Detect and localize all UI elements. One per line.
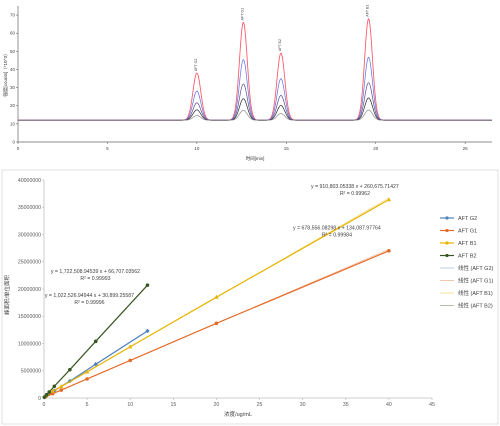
calibration-y-tick-label: 30000000 (18, 232, 41, 238)
calibration-x-label: 浓度/ug/mL (224, 410, 252, 418)
calibration-point (93, 339, 98, 344)
calibration-equation: y = 910,803.05338 x + 260,675.71427 (311, 184, 399, 190)
calibration-y-tick-label: 35000000 (18, 205, 41, 211)
legend-trend-label: 线性 (AFT G2) (458, 264, 494, 272)
legend-trend-label: 线性 (AFT G1) (458, 277, 494, 285)
chromatogram-y-tick-label: 60 (10, 31, 16, 36)
chromatogram-y-tick-label: 30 (10, 85, 16, 90)
legend-marker (445, 241, 449, 245)
chromatogram-y-tick-label: 70 (10, 13, 16, 18)
calibration-point (387, 249, 391, 253)
chromatogram-x-tick-label: 20 (373, 146, 379, 151)
chromatogram-y-tick-label: 0 (12, 140, 15, 145)
calibration-x-tick-label: 35 (343, 402, 349, 408)
calibration-x-tick-label: 0 (43, 402, 46, 408)
calibration-series (42, 197, 392, 400)
legend-label: AFT G1 (458, 229, 477, 235)
chromatogram-y-tick-label: 40 (10, 67, 16, 72)
calibration-r-squared: R² = 0.99996 (74, 300, 104, 306)
calibration-x-tick-label: 30 (300, 402, 306, 408)
chromatogram-peak-label: AFT B2 (278, 39, 282, 51)
chromatogram-x-tick-label: 5 (106, 146, 109, 151)
calibration-x-tick-label: 45 (429, 402, 435, 408)
chromatogram-y-tick-label: 20 (10, 103, 16, 108)
calibration-y-tick-label: 15000000 (18, 314, 41, 320)
chromatogram-peak-label: AFT G2 (194, 59, 198, 72)
calibration-point (145, 283, 150, 287)
legend-marker (445, 253, 449, 258)
chromatogram-y-label: 强度[counts]（*10^3） (2, 51, 9, 96)
calibration-point (84, 369, 90, 374)
calibration-point (50, 388, 55, 393)
calibration-point (59, 388, 64, 392)
calibration-y-tick-label: 40000000 (18, 178, 41, 184)
legend-label: AFT G2 (458, 216, 477, 222)
chromatogram-x-tick-label: 15 (284, 146, 290, 151)
calibration-point (59, 384, 64, 389)
calibration-point (128, 358, 133, 363)
legend-marker (445, 228, 449, 233)
calibration-point (128, 344, 133, 349)
calibration-point (42, 395, 47, 399)
calibration-point (386, 197, 392, 202)
legend-marker (445, 216, 449, 220)
calibration-y-tick-label: 0 (38, 396, 41, 402)
chromatogram-peak-label: AFT B1 (366, 5, 370, 17)
calibration-equation: y = 1,722,508.94539 x + 66,707.03562 (51, 269, 140, 275)
calibration-point (47, 390, 51, 394)
calibration-equation: y = 678,556.08298 x + 134,087.97764 (293, 225, 381, 231)
legend-label: AFT B2 (458, 254, 477, 260)
chromatogram-y-tick-label: 10 (10, 121, 16, 126)
calibration-frame (1, 169, 499, 425)
calibration-point (93, 362, 98, 367)
calibration-x-tick-label: 15 (170, 402, 176, 408)
calibration-axes: 0 5 10 15 20 25 30 35 40 45 0 5000000 10000000 150000… (18, 178, 435, 408)
calibration-x-tick-label: 20 (214, 402, 220, 408)
chromatogram-trace (18, 109, 492, 121)
legend-trend-label: 线性 (AFT B2) (458, 302, 493, 310)
calibration-x-tick-label: 40 (386, 402, 392, 408)
calibration-x-tick-label: 10 (127, 402, 133, 408)
calibration-point (85, 377, 89, 381)
chromatogram-x-tick-label: 10 (194, 146, 200, 151)
calibration-y-label: 峰面积/单位面积 (3, 274, 11, 315)
calibration-point (214, 321, 219, 326)
chromatogram-peak-label: AFT G1 (240, 8, 244, 21)
legend-trend-label: 线性 (AFT B1) (458, 289, 493, 297)
chromatogram-background (0, 0, 500, 160)
calibration-point (52, 384, 57, 389)
calibration-equation: y = 1,022,526.94944 x + 30,899.25587 (45, 293, 134, 299)
legend-label: AFT B1 (458, 241, 477, 247)
calibration-r-squared: R² = 0.99984 (322, 232, 352, 238)
calibration-x-tick-label: 25 (257, 402, 263, 408)
calibration-y-tick-label: 25000000 (18, 260, 41, 266)
calibration-point (44, 392, 49, 397)
calibration-r-squared: R² = 0.99962 (340, 191, 370, 197)
calibration-point (145, 328, 150, 334)
chromatogram-peak-labels: AFT G2 AFT G1 AFT B2 AFT B1 (194, 5, 370, 72)
calibration-legend: AFT G2 AFT G1 AFT B1 AFT B2 线性 (AFT G2) 线性 (A… (440, 216, 494, 310)
chromatogram-traces (18, 18, 492, 121)
calibration-point (214, 294, 219, 299)
chromatogram-x-tick-label: 0 (17, 146, 20, 151)
calibration-y-tick-label: 20000000 (18, 287, 41, 293)
calibration-point (68, 367, 72, 372)
calibration-r-squared: R² = 0.99993 (80, 276, 110, 282)
calibration-y-tick-label: 5000000 (21, 369, 41, 375)
chromatogram-ticks: 0 5 10 15 20 25 0 10 20 30 40 50 60 70 (10, 13, 468, 151)
calibration-x-tick-label: 5 (86, 402, 89, 408)
calibration-panel: 0 5 10 15 20 25 30 35 40 45 0 5000000 10000000 150000… (1, 169, 499, 425)
chromatogram-x-tick-label: 25 (463, 146, 469, 151)
chromatogram-y-tick-label: 50 (10, 49, 16, 54)
chromatogram-x-label: 时间[min] (246, 155, 265, 162)
calibration-y-tick-label: 10000000 (18, 341, 41, 347)
